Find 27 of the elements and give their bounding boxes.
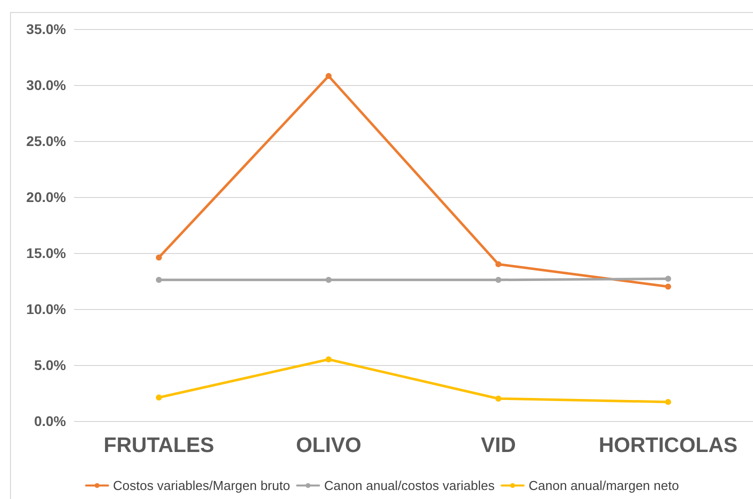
point [665, 398, 672, 405]
x-tick-label: HORTICOLAS [598, 434, 738, 457]
legend-label: Canon anual/costos variables [324, 478, 496, 493]
y-tick-label: 20.0% [26, 189, 67, 205]
x-tick-label: VID [480, 434, 516, 457]
point [156, 394, 162, 400]
y-tick-label: 10.0% [26, 301, 67, 317]
point [156, 276, 162, 283]
point [156, 254, 162, 260]
point [495, 276, 502, 283]
x-tick-label: FRUTALES [104, 434, 214, 457]
point [495, 396, 502, 402]
point [665, 284, 672, 290]
point [326, 356, 332, 362]
point [326, 73, 332, 80]
point [665, 276, 672, 282]
point [495, 261, 502, 268]
y-tick-label: 35.0% [26, 21, 67, 37]
y-tick-label: 5.0% [34, 357, 67, 373]
y-tick-label: 25.0% [26, 133, 67, 149]
y-tick-label: 0.0% [34, 413, 67, 429]
legend-label: Costos variables/Margen bruto [113, 478, 290, 493]
point [326, 276, 332, 283]
y-tick-label: 15.0% [26, 245, 67, 261]
legend-label: Canon anual/margen neto [528, 478, 679, 493]
x-tick-label: OLIVO [296, 434, 362, 457]
y-tick-label: 30.0% [26, 77, 67, 93]
